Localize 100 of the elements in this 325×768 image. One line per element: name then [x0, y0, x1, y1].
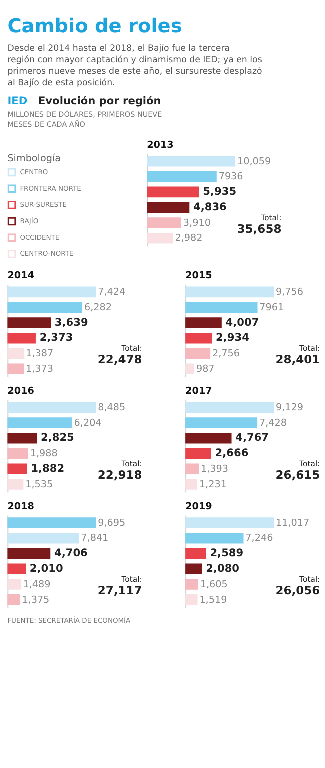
bar	[147, 232, 174, 244]
bar	[8, 348, 24, 360]
data-label: 1,373	[26, 364, 54, 375]
chart-title: 2018	[8, 502, 35, 512]
bar	[147, 218, 182, 228]
bar	[186, 318, 222, 328]
text: Total:	[120, 460, 142, 469]
chart-title: 2015	[186, 270, 213, 282]
data-label: 1,393	[201, 464, 229, 475]
data-label: 2,934	[216, 332, 250, 344]
data-label: 1,882	[31, 463, 65, 475]
text: IED	[8, 96, 28, 108]
data-label: 1,489	[23, 579, 51, 590]
bar	[8, 579, 22, 590]
data-label: 3,639	[54, 316, 88, 329]
chart-title: 2017	[186, 386, 212, 398]
data-label: 4,767	[236, 432, 270, 444]
data-label: 10,059	[238, 156, 272, 168]
data-label: 7,428	[259, 418, 287, 429]
bar	[8, 448, 28, 460]
data-label: 4,836	[193, 201, 227, 214]
bar	[8, 286, 96, 298]
data-label: 1,988	[30, 448, 58, 460]
data-label: 8,485	[98, 402, 126, 414]
data-label: 2,589	[210, 548, 244, 560]
data-label: 2,080	[206, 563, 240, 575]
bar	[147, 202, 190, 213]
text: Total:	[298, 574, 320, 584]
bar	[8, 318, 52, 328]
bar	[186, 464, 200, 474]
data-label: 1,605	[200, 579, 228, 590]
data-label: 5,935	[203, 186, 237, 198]
bar	[186, 564, 202, 574]
bar	[8, 594, 20, 606]
data-label: 11,017	[276, 518, 310, 529]
data-label: 3,910	[183, 218, 211, 229]
data-label: 987	[196, 364, 215, 375]
bar	[8, 564, 26, 574]
bar	[186, 479, 198, 490]
bar	[8, 364, 24, 374]
data-label: 2,982	[175, 233, 203, 244]
text: 35,658	[237, 222, 282, 236]
text: Total:	[120, 344, 142, 354]
chart-title: 2013	[147, 140, 174, 151]
bar	[8, 548, 51, 560]
bar	[8, 432, 38, 444]
bar	[147, 171, 217, 182]
bar	[186, 532, 244, 544]
data-label: 7961	[260, 302, 284, 314]
bar	[8, 332, 36, 344]
data-label: 7,841	[81, 533, 109, 544]
text: Desde el 2014 hasta el 2018, el Bajío fue la tercera región con mayor captación y dinamismo de IED; ya en los primeros nueve meses de este año, el sursureste desplazó al Bajío de esta posición.	[8, 44, 263, 88]
legend-title: Simbología	[8, 153, 62, 164]
data-label: 9,129	[276, 402, 304, 414]
bar	[8, 532, 80, 544]
data-label: 7,424	[98, 287, 126, 298]
bar	[186, 432, 232, 444]
text: Total:	[260, 213, 282, 222]
bar	[8, 418, 72, 428]
text: 22,918	[98, 468, 142, 482]
text: 26,056	[276, 583, 320, 598]
bar	[147, 186, 200, 198]
bar	[8, 402, 96, 413]
text: 27,117	[98, 583, 142, 598]
bar	[186, 448, 212, 460]
bar	[8, 518, 96, 528]
data-label: 9,695	[98, 518, 126, 529]
data-label: 1,387	[26, 348, 54, 360]
data-label: 1,231	[199, 479, 227, 490]
bar	[186, 332, 212, 344]
data-label: 7936	[218, 172, 244, 183]
data-label: 9,756	[276, 287, 304, 298]
text: 28,401	[276, 352, 320, 367]
bar	[186, 286, 274, 298]
bar	[186, 548, 206, 560]
bar	[186, 402, 274, 413]
text: Total:	[298, 460, 320, 469]
data-label: 2,825	[40, 432, 74, 444]
data-label: 1,375	[22, 594, 50, 606]
data-label: 2,756	[212, 348, 240, 360]
text: Evolución por región	[38, 96, 162, 108]
bar	[186, 518, 274, 528]
data-label: 1,519	[200, 594, 228, 606]
text: Total:	[298, 344, 320, 354]
text: Total:	[120, 574, 142, 584]
data-label: 1,535	[26, 479, 54, 490]
bar	[147, 156, 236, 167]
bar	[186, 594, 198, 606]
bar	[186, 364, 195, 374]
bar	[8, 464, 28, 474]
bar	[8, 302, 83, 313]
data-label: 4,007	[226, 316, 260, 329]
data-label: 7,246	[246, 533, 274, 544]
chart-title: 2016	[8, 386, 35, 398]
chart-title: 2014	[8, 270, 35, 282]
bar	[186, 348, 211, 360]
data-label: 6,282	[84, 302, 112, 314]
text: 26,615	[276, 468, 320, 482]
data-label: 4,706	[54, 548, 88, 560]
data-label: 2,666	[215, 448, 249, 460]
